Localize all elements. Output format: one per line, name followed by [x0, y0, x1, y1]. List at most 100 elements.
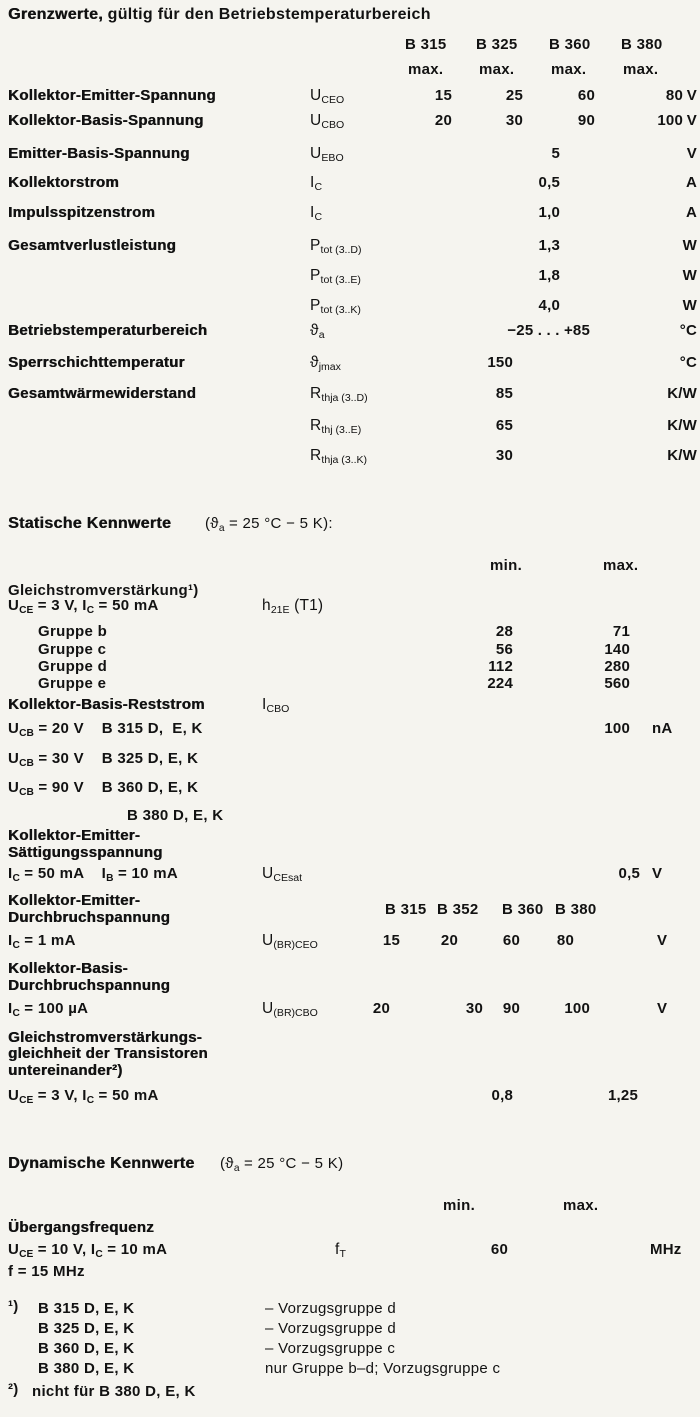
- param-label: Durchbruchspannung: [8, 909, 171, 926]
- param-min-value: 60: [490, 1241, 508, 1258]
- param-symbol: Ptot (3..E): [310, 267, 361, 286]
- param-value: 30: [465, 1000, 483, 1017]
- param-value: 20: [434, 112, 452, 129]
- param-value: 80: [556, 932, 574, 949]
- group-max: 71: [612, 623, 630, 640]
- param-value: 1,3: [538, 237, 560, 254]
- footnote-type: B 325 D, E, K: [38, 1320, 135, 1337]
- param-condition: UCB = 30 V B 325 D, E, K: [8, 750, 199, 769]
- section-title-lead: Grenzwerte,: [8, 6, 103, 23]
- param-unit: V: [686, 145, 697, 162]
- section-condition: (ϑa = 25 °C − 5 K): [220, 1155, 344, 1174]
- param-label: Durchbruchspannung: [8, 977, 171, 994]
- param-condition: IC = 100 µA: [8, 1000, 89, 1019]
- group-min: 224: [487, 675, 513, 692]
- param-value: 0,5: [618, 865, 640, 882]
- type-header-b315: B 315: [385, 901, 427, 918]
- min-header: min.: [443, 1197, 476, 1214]
- param-label: Emitter-Basis-Spannung: [8, 145, 190, 162]
- param-label: Betriebstemperaturbereich: [8, 322, 208, 339]
- param-value: 0,5: [538, 174, 560, 191]
- param-unit: W: [682, 297, 697, 314]
- section-title-statisch: Statische Kennwerte: [8, 515, 172, 532]
- footnote-marker: ¹): [8, 1298, 19, 1315]
- param-symbol: UCEO: [310, 87, 345, 106]
- param-condition: f = 15 MHz: [8, 1263, 85, 1280]
- footnote-note: – Vorzugsgruppe c: [265, 1340, 396, 1357]
- param-symbol: IC: [310, 174, 323, 193]
- max-header: max.: [551, 61, 587, 78]
- footnote-marker: ²): [8, 1381, 19, 1398]
- param-value: −25 . . . +85: [507, 322, 590, 339]
- param-unit: V: [686, 112, 697, 129]
- param-value: 100: [564, 1000, 590, 1017]
- section-title-grenzwerte: Grenzwerte, gültig für den Betriebstempe…: [8, 6, 431, 24]
- param-symbol: ϑa: [310, 322, 325, 341]
- type-header-b380: B 380: [621, 36, 663, 53]
- type-header-b352: B 352: [437, 901, 479, 918]
- group-name: Gruppe e: [38, 675, 107, 692]
- param-label: gleichheit der Transistoren: [8, 1045, 208, 1062]
- group-min: 56: [495, 641, 513, 658]
- group-name: Gruppe c: [38, 641, 107, 658]
- param-symbol: U(BR)CBO: [262, 1000, 318, 1019]
- param-max-value: 1,25: [608, 1087, 638, 1104]
- param-value: 90: [577, 112, 595, 129]
- param-label: Gesamtverlustleistung: [8, 237, 177, 254]
- param-unit: V: [657, 1000, 668, 1017]
- param-label: Kollektor-Emitter-Spannung: [8, 87, 216, 104]
- param-value: 1,0: [538, 204, 560, 221]
- group-name: Gruppe b: [38, 623, 108, 640]
- param-value: 20: [440, 932, 458, 949]
- param-condition: UCE = 3 V, IC = 50 mA: [8, 597, 159, 616]
- param-symbol: Ptot (3..D): [310, 237, 362, 256]
- param-symbol: Rthj (3..E): [310, 417, 362, 436]
- param-condition: B 380 D, E, K: [127, 807, 224, 824]
- group-max: 280: [604, 658, 630, 675]
- footnote-note: nur Gruppe b–d; Vorzugsgruppe c: [265, 1360, 501, 1377]
- param-symbol: UEBO: [310, 145, 344, 164]
- param-condition: IC = 1 mA: [8, 932, 76, 951]
- param-value: 150: [487, 354, 513, 371]
- param-symbol: Rthja (3..D): [310, 385, 368, 404]
- param-value: 100: [604, 720, 630, 737]
- param-value: 15: [434, 87, 452, 104]
- param-condition: UCE = 3 V, IC = 50 mA: [8, 1087, 159, 1106]
- type-header-b360: B 360: [549, 36, 591, 53]
- max-header: max.: [623, 61, 659, 78]
- group-min: 112: [488, 658, 513, 675]
- section-title-dynamisch: Dynamische Kennwerte: [8, 1155, 195, 1172]
- param-symbol: Rthja (3..K): [310, 447, 368, 466]
- param-label: Kollektor-Emitter-: [8, 827, 141, 844]
- param-condition: IC = 50 mA IB = 10 mA: [8, 865, 179, 884]
- min-header: min.: [490, 557, 523, 574]
- param-symbol: h21E (T1): [262, 597, 324, 616]
- param-label: Kollektorstrom: [8, 174, 119, 191]
- type-header-b325: B 325: [476, 36, 518, 53]
- max-header: max.: [563, 1197, 599, 1214]
- param-label: Übergangsfrequenz: [8, 1219, 154, 1236]
- param-condition: UCE = 10 V, IC = 10 mA: [8, 1241, 168, 1260]
- param-label: Kollektor-Basis-: [8, 960, 128, 977]
- param-label: Kollektor-Emitter-: [8, 892, 141, 909]
- param-value: 25: [505, 87, 523, 104]
- param-symbol: ϑjmax: [310, 354, 341, 373]
- param-label: Kollektor-Basis-Spannung: [8, 112, 204, 129]
- param-condition: UCB = 20 V B 315 D, E, K: [8, 720, 203, 739]
- param-value: 100: [657, 112, 683, 129]
- param-value: 30: [505, 112, 523, 129]
- param-value: 5: [551, 145, 560, 162]
- group-max: 560: [604, 675, 630, 692]
- param-value: 20: [372, 1000, 390, 1017]
- param-label: Kollektor-Basis-Reststrom: [8, 696, 205, 713]
- type-header-b360: B 360: [502, 901, 544, 918]
- param-symbol: UCBO: [310, 112, 345, 131]
- param-unit: A: [685, 174, 697, 191]
- param-value: 90: [502, 1000, 520, 1017]
- param-value: 65: [495, 417, 513, 434]
- param-unit: W: [682, 237, 697, 254]
- max-header: max.: [408, 61, 444, 78]
- param-min-value: 0,8: [491, 1087, 513, 1104]
- type-header-b380: B 380: [555, 901, 597, 918]
